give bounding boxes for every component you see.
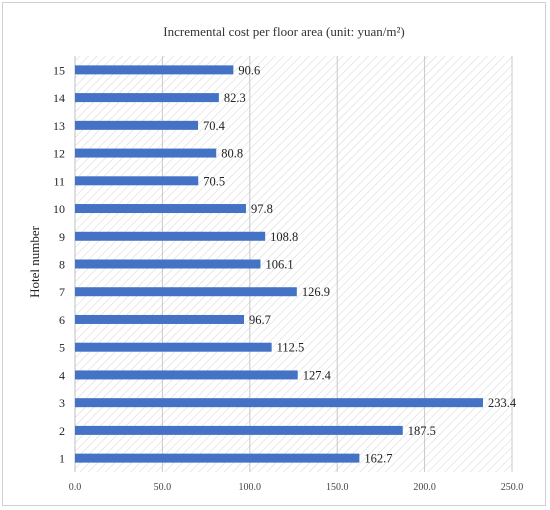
bar-hotel-12 bbox=[75, 148, 217, 158]
bar-hotel-5 bbox=[75, 342, 272, 352]
y-tick-label: 13 bbox=[53, 119, 65, 133]
y-tick-label: 7 bbox=[59, 285, 65, 299]
chart-title: Incremental cost per floor area (unit: y… bbox=[163, 24, 404, 39]
bar-hotel-6 bbox=[75, 314, 245, 324]
bar-hotel-9 bbox=[75, 231, 266, 241]
data-label: 233.4 bbox=[488, 396, 517, 410]
bar-hotel-3 bbox=[75, 398, 483, 408]
x-tick-labels: 0.0 50.0 100.0 150.0 200.0 250.0 bbox=[69, 482, 524, 493]
bar-hotel-1 bbox=[75, 453, 360, 463]
data-label: 108.8 bbox=[270, 230, 298, 244]
y-axis-label: Hotel number bbox=[27, 225, 42, 298]
y-tick-label: 4 bbox=[59, 368, 65, 382]
data-label: 90.6 bbox=[238, 63, 260, 77]
data-label: 106.1 bbox=[265, 258, 293, 272]
y-tick-label: 8 bbox=[59, 258, 65, 272]
y-tick-label: 9 bbox=[59, 230, 65, 244]
bars-group bbox=[75, 65, 483, 463]
data-label: 82.3 bbox=[224, 91, 246, 105]
data-label: 80.8 bbox=[221, 147, 243, 161]
data-label: 96.7 bbox=[249, 313, 271, 327]
bar-hotel-7 bbox=[75, 287, 297, 297]
x-tick-label: 100.0 bbox=[239, 482, 262, 493]
data-label: 112.5 bbox=[277, 341, 305, 355]
data-label: 70.4 bbox=[203, 119, 226, 133]
data-label: 70.5 bbox=[203, 174, 225, 188]
bar-hotel-15 bbox=[75, 65, 234, 75]
y-tick-label: 14 bbox=[53, 91, 65, 105]
bar-hotel-11 bbox=[75, 176, 199, 186]
data-label: 97.8 bbox=[251, 202, 273, 216]
data-label: 162.7 bbox=[364, 452, 392, 466]
y-tick-label: 10 bbox=[53, 202, 65, 216]
x-tick-label: 150.0 bbox=[326, 482, 349, 493]
bar-hotel-14 bbox=[75, 93, 219, 103]
bar-hotel-13 bbox=[75, 120, 199, 130]
y-tick-label: 12 bbox=[53, 147, 65, 161]
y-tick-label: 11 bbox=[53, 174, 65, 188]
bar-hotel-8 bbox=[75, 259, 261, 269]
y-tick-label: 6 bbox=[59, 313, 65, 327]
x-tick-label: 0.0 bbox=[69, 482, 82, 493]
bar-hotel-10 bbox=[75, 204, 246, 214]
data-labels: 162.7 187.5 233.4 127.4 112.5 96.7 126.9 106.1 1… bbox=[203, 63, 517, 465]
data-label: 126.9 bbox=[302, 285, 330, 299]
data-label: 127.4 bbox=[303, 368, 332, 382]
bar-hotel-4 bbox=[75, 370, 298, 380]
x-tick-label: 200.0 bbox=[413, 482, 436, 493]
bar-hotel-2 bbox=[75, 425, 403, 435]
y-tick-label: 5 bbox=[59, 341, 65, 355]
y-tick-label: 2 bbox=[59, 424, 65, 438]
y-tick-label: 1 bbox=[59, 452, 65, 466]
y-tick-label: 3 bbox=[59, 396, 65, 410]
x-tick-label: 250.0 bbox=[501, 482, 524, 493]
y-tick-label: 15 bbox=[53, 63, 65, 77]
data-label: 187.5 bbox=[408, 424, 436, 438]
x-tick-label: 50.0 bbox=[154, 482, 172, 493]
